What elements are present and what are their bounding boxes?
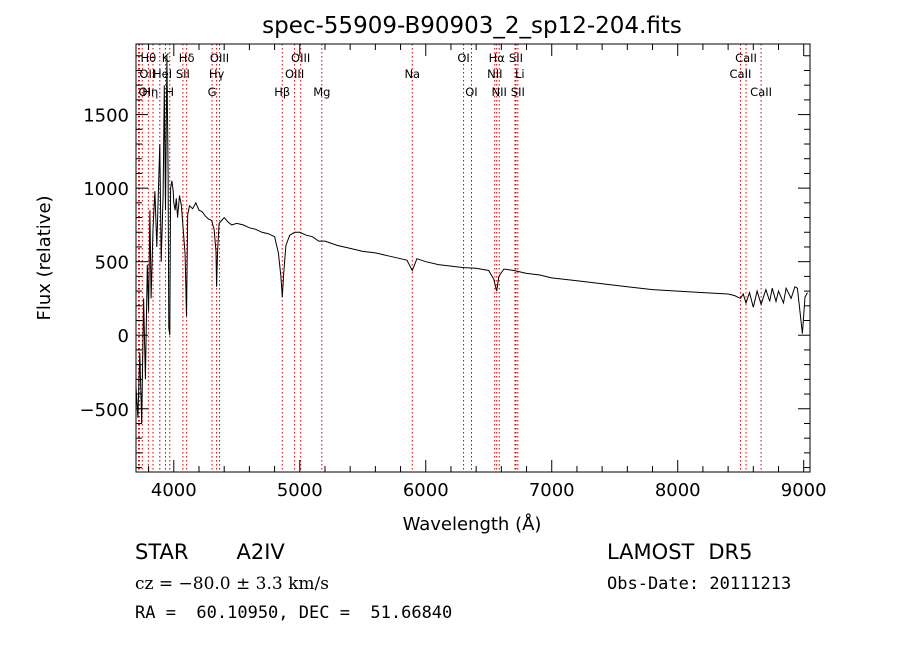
line-label-28-0: CaII bbox=[750, 85, 772, 99]
classification-line: STAR A2IV bbox=[135, 540, 333, 564]
x-tick-label: 7000 bbox=[529, 480, 575, 501]
line-label-11-0: Hγ bbox=[209, 67, 225, 81]
line-label-8-0: SII bbox=[176, 67, 190, 81]
line-label-3-0: Hθ bbox=[141, 51, 157, 65]
spectral-line-markers bbox=[138, 44, 762, 472]
x-axis: 4000 5000 6000 7000 8000 9000 bbox=[148, 44, 827, 501]
line-label-7-0: H bbox=[165, 85, 174, 99]
x-axis-label: Wavelength (Å) bbox=[403, 513, 542, 535]
line-label-23-0: Li bbox=[515, 67, 525, 81]
coordinates: RA = 60.10950, DEC = 51.66840 bbox=[135, 603, 453, 623]
survey-name: LAMOST bbox=[607, 540, 695, 564]
line-label-4-0: HeI bbox=[153, 67, 172, 81]
line-label-16-0: Mg bbox=[313, 85, 330, 99]
y-axis: −500 0 500 1000 1500 bbox=[80, 55, 810, 469]
data-release: DR5 bbox=[708, 540, 753, 564]
x-tick-label: 8000 bbox=[655, 480, 701, 501]
line-label-25-0: SII bbox=[511, 85, 525, 99]
line-label-14-0: OIII bbox=[285, 67, 304, 81]
y-tick-label: 0 bbox=[118, 326, 129, 347]
spectrum-line bbox=[135, 55, 808, 424]
plot-frame bbox=[135, 43, 811, 473]
line-label-27-0: CaII bbox=[735, 51, 757, 65]
spectral-subclass: A2IV bbox=[236, 540, 285, 564]
spectral-line-labels: OIOIIHηHθHeIKHSIIHδGHγOIIIHβOIIIOIIIMgNa… bbox=[139, 51, 773, 99]
line-label-18-0: OI bbox=[457, 51, 469, 65]
line-label-1-0: OII bbox=[139, 67, 155, 81]
line-label-12-0: OIII bbox=[210, 51, 229, 65]
chart-title: spec-55909-B90903_2_sp12-204.fits bbox=[262, 13, 682, 39]
object-type: STAR bbox=[135, 540, 189, 564]
line-label-9-0: Hδ bbox=[179, 51, 195, 65]
line-label-24-0: SII bbox=[509, 51, 523, 65]
x-tick-label: 4000 bbox=[151, 480, 197, 501]
x-tick-label: 9000 bbox=[781, 480, 827, 501]
line-label-21-0: Hα bbox=[489, 51, 506, 65]
survey-line: LAMOST DR5 bbox=[607, 540, 766, 564]
line-label-2-0: Hη bbox=[142, 85, 158, 99]
line-label-17-0: Na bbox=[404, 67, 420, 81]
line-label-0-0: OI bbox=[139, 85, 151, 99]
line-label-26-0: CaII bbox=[730, 67, 752, 81]
line-label-20-0: NII bbox=[487, 67, 502, 81]
redshift-velocity: cz = −80.0 ± 3.3 km/s bbox=[135, 574, 329, 594]
line-label-13-0: Hβ bbox=[274, 85, 290, 99]
observation-date: Obs-Date: 20111213 bbox=[607, 574, 792, 594]
line-label-19-0: OI bbox=[465, 85, 477, 99]
y-tick-label: 1500 bbox=[83, 106, 129, 127]
y-tick-label: 500 bbox=[95, 253, 129, 274]
y-tick-label: 1000 bbox=[83, 179, 129, 200]
line-label-10-0: G bbox=[208, 85, 217, 99]
x-tick-label: 5000 bbox=[277, 480, 323, 501]
y-tick-label: −500 bbox=[80, 400, 129, 421]
line-label-15-0: OIII bbox=[291, 51, 310, 65]
x-tick-label: 6000 bbox=[403, 480, 449, 501]
y-axis-label: Flux (relative) bbox=[34, 195, 55, 320]
line-label-22-0: NII bbox=[492, 85, 507, 99]
line-label-6-0: K bbox=[162, 51, 170, 65]
